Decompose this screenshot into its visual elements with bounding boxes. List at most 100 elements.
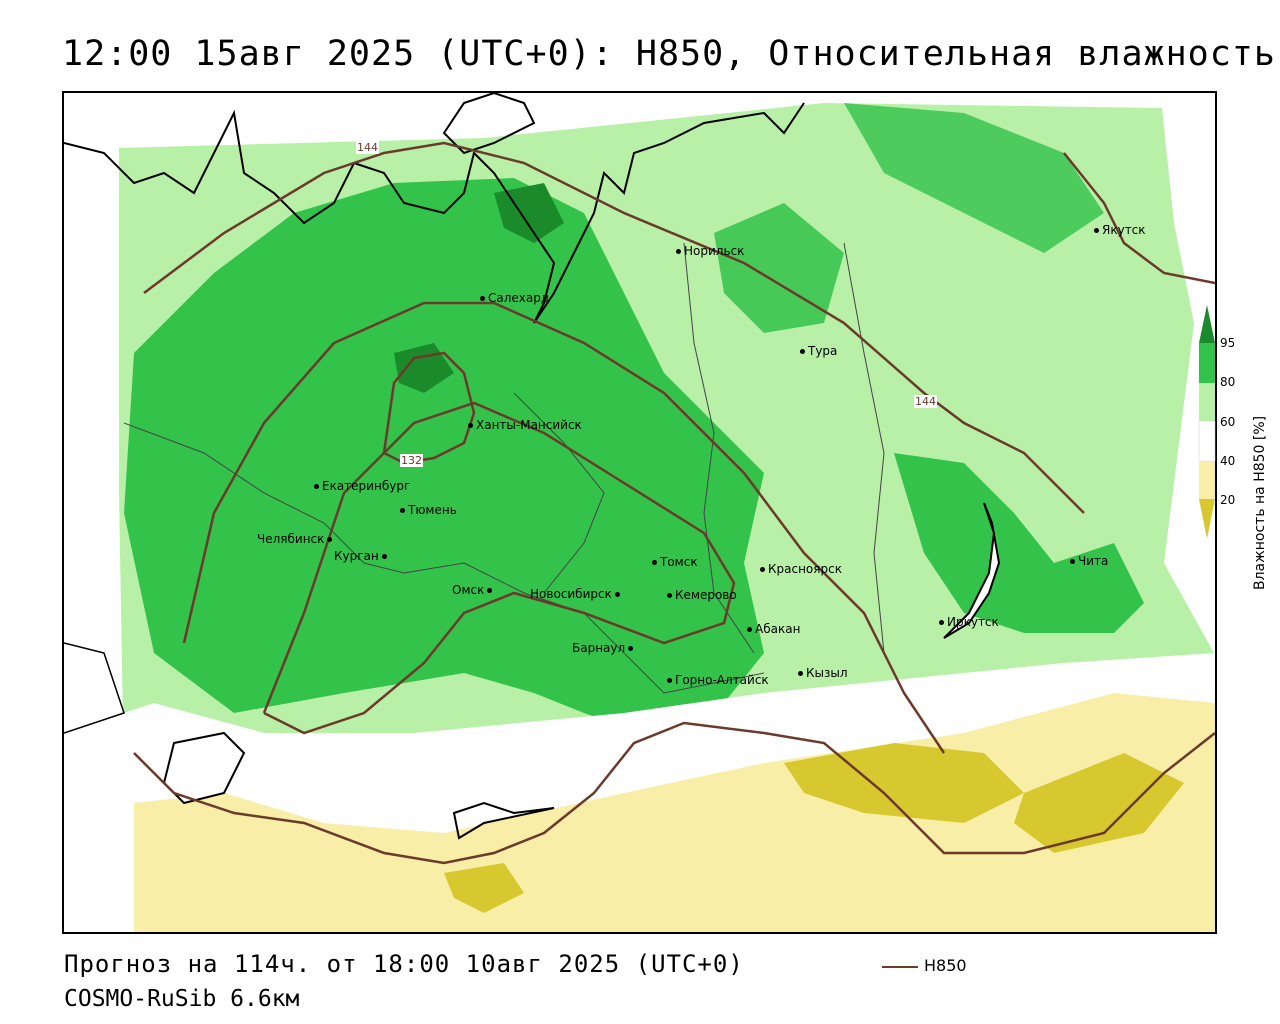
colorbar-tick: 20 [1220,493,1236,507]
city-label: Салехард [488,291,550,305]
city-label: Челябинск [257,532,325,546]
colorbar-tick: 95 [1220,336,1236,350]
humidity-zone-95 [394,343,454,393]
contour-legend-line [882,965,918,968]
city-marker: Норильск [676,244,744,258]
humidity-zone-80-east [894,453,1144,633]
city-dot [314,484,319,489]
h850-contour [133,721,1215,865]
city-dot [676,249,681,254]
city-dot [667,678,672,683]
city-dot [747,627,752,632]
h850-contour [262,401,736,735]
forecast-info: Прогноз на 114ч. от 18:00 10авг 2025 (UT… [64,950,744,978]
city-dot [468,423,473,428]
humidity-map: 144 144 132 Якутск Норильск Салехард Тур… [62,91,1217,934]
city-dot [614,592,620,597]
city-dot [939,620,944,625]
city-label: Чита [1078,554,1109,568]
humidity-zone-80-north [714,203,844,333]
city-label: Омск [452,583,485,597]
city-dot [381,554,387,559]
humidity-zone-10-b [1014,753,1184,853]
city-marker: Горно-Алтайск [667,673,769,687]
h850-contour [143,141,1085,514]
city-label: Тура [808,344,838,358]
colorbar-tick: 40 [1220,454,1236,468]
city-label: Тюмень [408,503,457,517]
city-marker: Курган [334,549,390,563]
arctic-coastline [64,102,805,324]
city-marker: Салехард [480,291,549,305]
contour-legend: H850 [882,956,967,975]
colorbar-scale [1198,305,1216,539]
city-dot [1070,559,1075,564]
city-label: Иркутск [947,615,999,629]
h850-contour [1063,152,1215,285]
map-title: 12:00 15авг 2025 (UTC+0): H850, Относите… [62,34,1276,74]
novaya-zemlya-coast [442,93,536,155]
city-marker: Кызыл [798,666,848,680]
city-label: Красноярск [768,562,842,576]
city-dot [652,560,657,565]
colorbar-tick: 60 [1220,415,1236,429]
city-dot [628,646,634,651]
contour-label: 132 [400,454,423,467]
city-dot [327,537,333,542]
city-marker: Иркутск [939,615,999,629]
city-marker: Тура [800,344,837,358]
city-dot [1094,228,1099,233]
city-marker: Омск [452,583,495,597]
city-marker: Красноярск [760,562,842,576]
city-dot [400,508,405,513]
city-marker: Екатеринбург [314,479,410,493]
humidity-zone-80-ne [844,103,1104,253]
model-name: COSMO-RuSib 6.6км [64,986,300,1012]
city-dot [667,593,672,598]
region-border [843,242,885,654]
region-border [683,242,755,654]
city-dot [487,588,493,593]
city-marker: Абакан [747,622,800,636]
city-label: Якутск [1102,223,1146,237]
city-marker: Томск [652,555,698,569]
baikal-lake [943,502,1001,639]
city-label: Томск [660,555,698,569]
caspian-coast [64,642,125,734]
city-marker: Челябинск [257,532,335,546]
city-dot [760,567,765,572]
city-marker: Кемерово [667,588,737,602]
humidity-zone-80 [124,178,764,733]
city-marker: Тюмень [400,503,457,517]
city-label: Норильск [684,244,745,258]
city-marker: Ханты-Мансийск [468,418,582,432]
colorbar-title: Влажность на H850 [%] [1252,415,1268,590]
city-label: Горно-Алтайск [675,673,769,687]
city-label: Кызыл [806,666,848,680]
colorbar-tick: 80 [1220,375,1236,389]
balkhash-lake [452,801,555,840]
contour-legend-label: H850 [924,956,967,975]
city-marker: Барнаул [572,641,636,655]
city-label: Новосибирск [530,587,612,601]
contour-label: 144 [356,141,379,154]
city-marker: Якутск [1094,223,1146,237]
city-label: Екатеринбург [322,479,411,493]
city-marker: Чита [1070,554,1108,568]
city-label: Ханты-Мансийск [476,418,582,432]
h850-contour [182,301,946,754]
contour-label: 144 [914,395,937,408]
city-label: Курган [334,549,379,563]
humidity-zone-10 [784,743,1024,823]
humidity-zone-10-c [444,863,524,913]
city-label: Барнаул [572,641,626,655]
city-label: Абакан [755,622,801,636]
city-dot [800,349,805,354]
region-border [123,422,765,694]
region-border [513,392,605,594]
city-label: Кемерово [675,588,737,602]
map-canvas [64,93,1215,932]
city-marker: Новосибирск [530,587,623,601]
city-dot [798,671,803,676]
city-dot [480,296,485,301]
